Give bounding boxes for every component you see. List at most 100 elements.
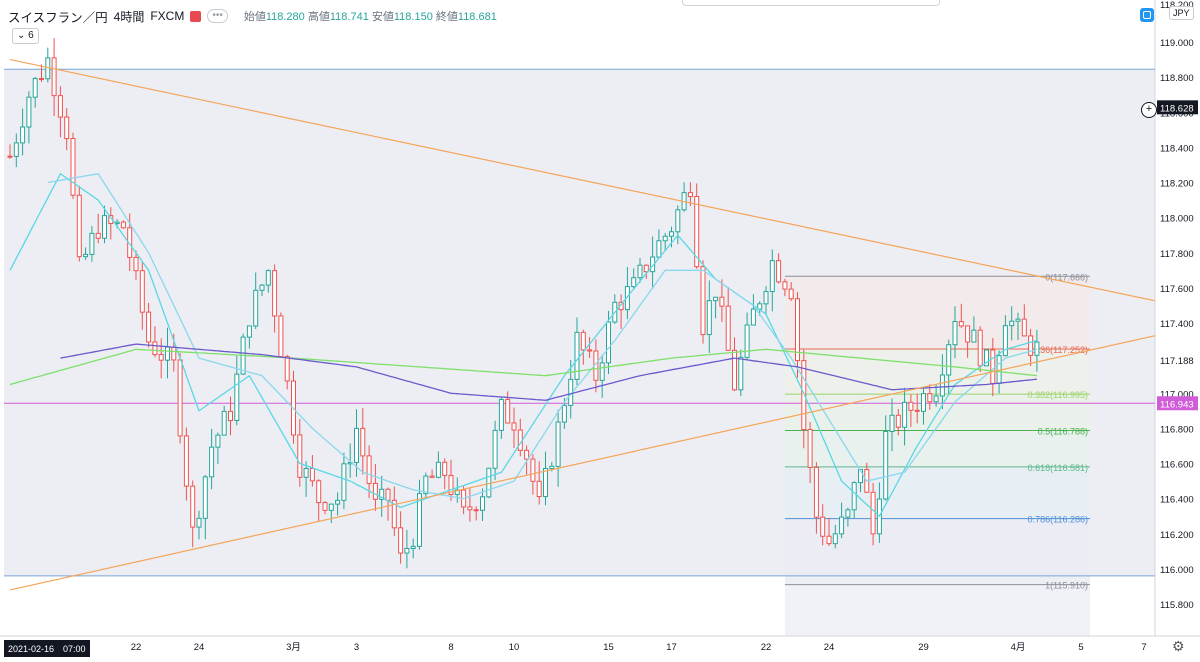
candle-body bbox=[297, 434, 303, 478]
candle-body bbox=[20, 126, 26, 144]
candle-body bbox=[543, 468, 548, 498]
time-tick-label: 7 bbox=[1141, 642, 1146, 653]
settings-gear-icon[interactable]: ⚙ bbox=[1172, 638, 1185, 654]
candle-body bbox=[410, 545, 416, 549]
candle-body bbox=[480, 496, 485, 511]
add-price-alert-icon[interactable]: + bbox=[1141, 102, 1157, 118]
time-tick-label: 5 bbox=[1078, 642, 1083, 653]
candle-body bbox=[1034, 341, 1040, 356]
candle-body bbox=[492, 429, 498, 469]
candle-body bbox=[303, 467, 309, 478]
candle-body bbox=[606, 321, 611, 364]
fullscreen-toggle-icon[interactable] bbox=[1140, 8, 1154, 22]
candle-body bbox=[908, 401, 914, 411]
candle-body bbox=[776, 260, 782, 283]
currency-button[interactable]: JPY bbox=[1169, 6, 1194, 20]
more-dots-icon[interactable]: ••• bbox=[207, 9, 228, 23]
candle-body bbox=[385, 488, 391, 501]
candle-body bbox=[889, 414, 895, 433]
candle-body bbox=[669, 231, 674, 237]
price-tick-label: 117.400 bbox=[1160, 319, 1194, 330]
fib-level-label: 0.5(116.788) bbox=[1038, 426, 1088, 436]
candle-body bbox=[511, 422, 517, 431]
candle-body bbox=[895, 414, 901, 428]
candle-body bbox=[354, 427, 359, 463]
fib-level-label: 0(117.666) bbox=[1045, 272, 1088, 282]
candle-body bbox=[530, 458, 536, 482]
candle-body bbox=[801, 360, 807, 430]
candle-body bbox=[1002, 325, 1008, 357]
candle-body bbox=[845, 509, 851, 518]
candle-body bbox=[190, 485, 196, 528]
candle-body bbox=[448, 474, 454, 495]
low-value: 118.150 bbox=[393, 11, 433, 23]
candle-body bbox=[133, 256, 139, 272]
ma-line-ma_purple bbox=[60, 343, 1037, 401]
candle-body bbox=[813, 466, 819, 518]
price-tick-label: 115.800 bbox=[1160, 600, 1194, 611]
open-value: 118.280 bbox=[265, 11, 305, 23]
candle-body bbox=[977, 329, 983, 367]
fib-level-label: 1(115.910) bbox=[1045, 581, 1088, 591]
candle-body bbox=[536, 480, 542, 498]
candle-body bbox=[379, 488, 385, 500]
candle-body bbox=[127, 227, 133, 258]
candle-body bbox=[574, 331, 580, 380]
candle-body bbox=[278, 315, 284, 358]
price-tick-label: 118.400 bbox=[1160, 143, 1194, 154]
candle-body bbox=[486, 467, 492, 498]
candle-body bbox=[177, 359, 183, 437]
candle-body bbox=[102, 215, 107, 239]
candle-body bbox=[442, 461, 448, 476]
high-value: 118.741 bbox=[329, 11, 369, 23]
candle-body bbox=[807, 428, 813, 468]
candle-body bbox=[215, 434, 221, 448]
time-tick-label: 22 bbox=[131, 642, 142, 653]
candle-body bbox=[152, 341, 158, 356]
price-tick-label: 117.188 bbox=[1160, 356, 1194, 367]
candle-body bbox=[341, 463, 347, 501]
candle-body bbox=[984, 349, 989, 367]
candle-body bbox=[498, 399, 504, 431]
candle-body bbox=[839, 516, 845, 535]
fib-zone bbox=[784, 466, 1090, 519]
candle-body bbox=[146, 311, 152, 343]
candle-body bbox=[70, 138, 76, 196]
price-tick-label: 116.000 bbox=[1160, 565, 1194, 576]
ma-line-ma_green bbox=[9, 348, 1037, 386]
candle-body bbox=[1009, 320, 1015, 327]
fib-level-label: 0.236(117.252) bbox=[1028, 345, 1088, 355]
candle-body bbox=[404, 547, 410, 554]
candle-body bbox=[423, 475, 429, 495]
price-label-bg bbox=[1157, 396, 1198, 411]
candle-body bbox=[435, 461, 441, 478]
symbol-name[interactable]: スイスフラン／円 bbox=[8, 10, 108, 25]
interval-label[interactable]: 4時間 bbox=[113, 9, 145, 24]
candle-body bbox=[95, 232, 101, 239]
candle-body bbox=[555, 421, 561, 467]
candle-body bbox=[788, 288, 794, 300]
candle-body bbox=[549, 465, 555, 470]
candle-body bbox=[39, 78, 44, 81]
candle-body bbox=[360, 427, 366, 457]
time-tick-label: 24 bbox=[824, 642, 835, 653]
candle-body bbox=[467, 506, 473, 511]
candle-body bbox=[524, 449, 530, 460]
price-tick-label: 118.800 bbox=[1160, 73, 1194, 84]
time-tick-label: 24 bbox=[194, 642, 205, 653]
candle-body bbox=[965, 325, 971, 343]
candle-body bbox=[732, 349, 737, 391]
indicators-toggle-button[interactable]: ⌄ 6 bbox=[12, 28, 39, 44]
candle-body bbox=[656, 240, 662, 258]
ohlc-values: 始値118.280 高値118.741 安値118.150 終値118.681 bbox=[244, 8, 497, 24]
fib-level-label: 0.382(116.995) bbox=[1028, 390, 1088, 400]
price-tick-label: 116.400 bbox=[1160, 495, 1194, 506]
candle-body bbox=[946, 344, 952, 376]
candle-body bbox=[120, 221, 126, 229]
candle-body bbox=[706, 300, 712, 336]
candle-body bbox=[1028, 335, 1034, 356]
candle-body bbox=[952, 321, 958, 346]
candle-body bbox=[228, 410, 233, 422]
